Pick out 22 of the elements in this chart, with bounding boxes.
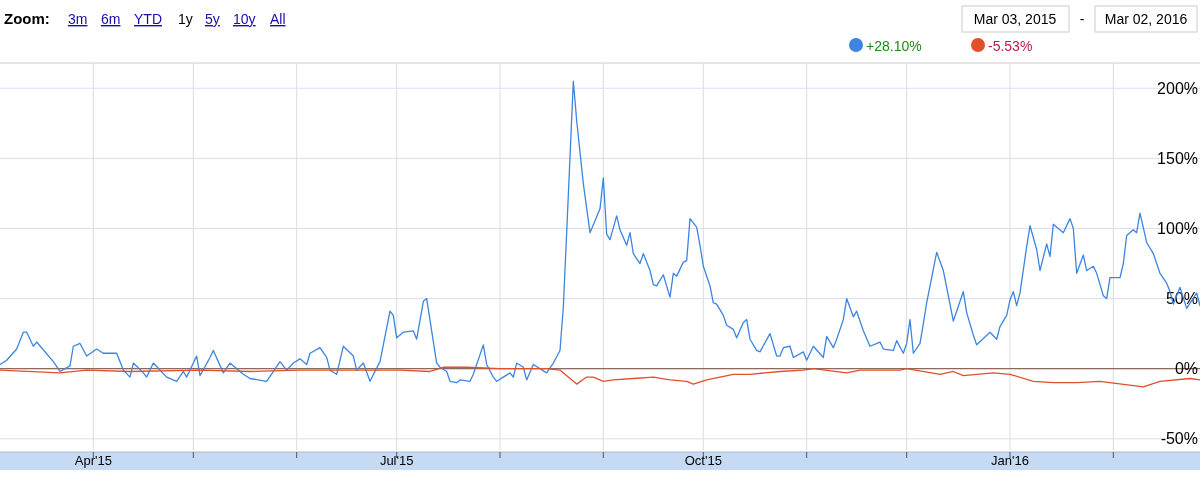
y-tick-label: -50% — [1160, 430, 1198, 448]
line-series — [0, 80, 1200, 384]
text: 3m — [68, 11, 88, 27]
text: - — [1079, 11, 1085, 27]
y-tick-label: 100% — [1157, 220, 1198, 238]
x-tick-label: Oct'15 — [684, 453, 722, 468]
text: Zoom: — [4, 10, 50, 27]
y-tick-label: 150% — [1157, 149, 1198, 167]
text: +28.10% — [866, 38, 922, 54]
text: All — [270, 11, 286, 27]
text: 10y — [233, 11, 256, 27]
text: 6m — [101, 11, 121, 27]
x-tick-label: Jul'15 — [379, 453, 414, 468]
text: 5y — [205, 11, 220, 27]
text: -5.53% — [988, 38, 1033, 54]
text: Mar 03, 2015 — [973, 11, 1057, 27]
x-tick-label: Jan'16 — [991, 453, 1029, 468]
x-tick-label: Apr'15 — [74, 453, 112, 468]
text: 1y — [178, 11, 193, 27]
text: Mar 02, 2016 — [1104, 11, 1188, 27]
y-tick-label: 200% — [1157, 79, 1198, 97]
text: YTD — [134, 11, 162, 27]
